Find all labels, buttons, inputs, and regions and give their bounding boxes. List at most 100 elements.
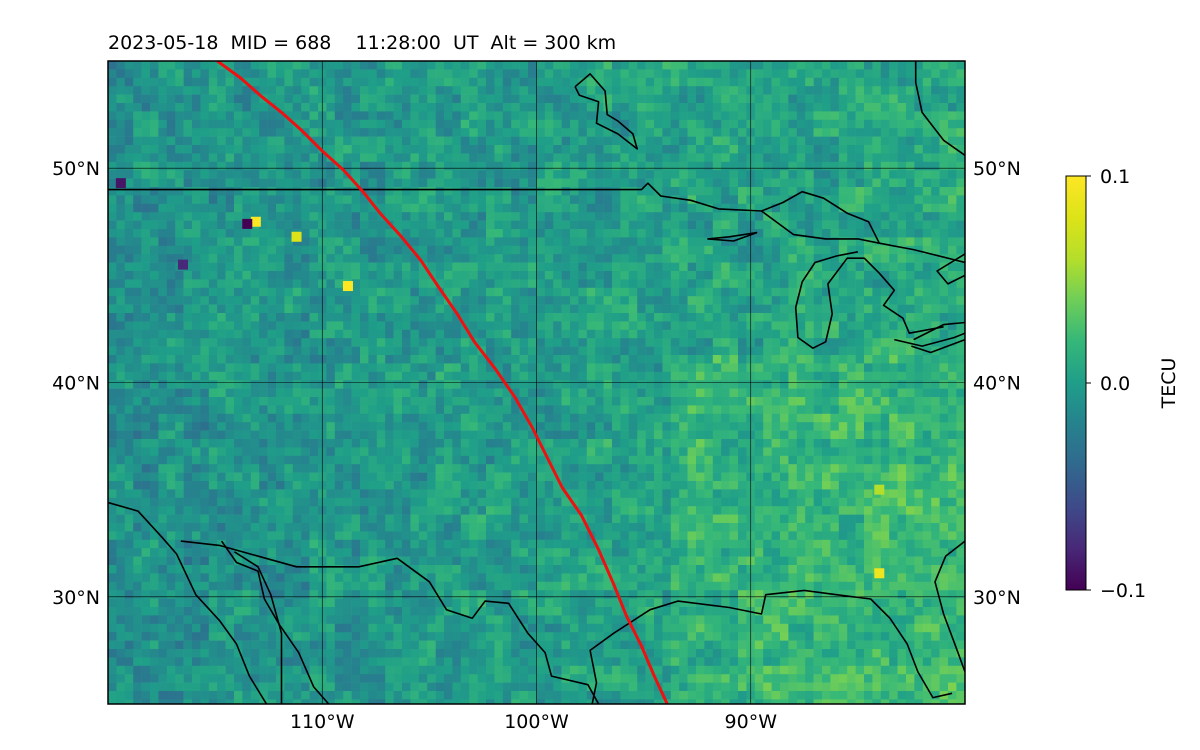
heatmap-cell xyxy=(645,313,655,322)
heatmap-cell xyxy=(469,136,478,146)
heatmap-cell xyxy=(906,103,915,112)
heatmap-cell xyxy=(360,355,369,364)
heatmap-cell xyxy=(435,237,445,247)
heatmap-cell xyxy=(410,111,420,121)
heatmap-cell xyxy=(872,296,882,305)
heatmap-cell xyxy=(326,313,336,322)
heatmap-cell xyxy=(334,413,344,423)
heatmap-cell xyxy=(225,430,235,440)
heatmap-cell xyxy=(679,103,688,112)
heatmap-cell xyxy=(502,388,512,398)
heatmap-cell xyxy=(964,187,965,196)
heatmap-cell xyxy=(460,287,470,297)
heatmap-cell xyxy=(553,447,562,457)
heatmap-cell xyxy=(662,271,672,280)
heatmap-cell xyxy=(864,397,873,406)
heatmap-cell xyxy=(175,94,184,104)
heatmap-cell xyxy=(553,61,562,70)
heatmap-cell xyxy=(645,296,655,305)
heatmap-cell xyxy=(561,405,571,415)
heatmap-cell xyxy=(250,178,260,188)
heatmap-cell xyxy=(469,388,478,398)
heatmap-cell xyxy=(738,187,747,196)
heatmap-cell xyxy=(444,220,453,230)
heatmap-cell xyxy=(578,338,588,347)
heatmap-cell xyxy=(108,203,117,213)
heatmap-cell xyxy=(612,338,621,347)
heatmap-cell xyxy=(595,136,604,146)
heatmap-cell xyxy=(166,187,176,196)
heatmap-cell xyxy=(250,262,260,272)
heatmap-cell xyxy=(124,119,134,129)
heatmap-cell xyxy=(486,128,495,137)
heatmap-cell xyxy=(704,397,714,406)
heatmap-cell xyxy=(393,405,403,415)
heatmap-cell xyxy=(763,136,772,146)
heatmap-cell xyxy=(519,237,529,247)
heatmap-cell xyxy=(586,338,596,347)
heatmap-cell xyxy=(738,380,747,389)
heatmap-cell xyxy=(502,94,512,104)
heatmap-cell xyxy=(276,203,285,213)
heatmap-cell xyxy=(805,136,814,146)
heatmap-cell xyxy=(780,161,789,171)
heatmap-cell xyxy=(964,271,965,280)
heatmap-cell xyxy=(418,371,428,381)
heatmap-cell xyxy=(276,86,285,95)
heatmap-cell xyxy=(620,69,630,79)
heatmap-cell xyxy=(519,329,529,339)
heatmap-cell xyxy=(628,103,638,112)
heatmap-cell xyxy=(502,187,512,196)
heatmap-cell xyxy=(763,94,772,104)
heatmap-cell xyxy=(603,388,613,398)
heatmap-cell xyxy=(561,363,571,373)
heatmap-cell xyxy=(477,355,487,364)
heatmap-cell xyxy=(536,77,546,87)
heatmap-cell xyxy=(922,363,932,373)
heatmap-cell xyxy=(217,195,226,205)
heatmap-cell xyxy=(427,195,436,205)
heatmap-cell xyxy=(561,86,571,95)
heatmap-cell xyxy=(729,296,739,305)
heatmap-cell xyxy=(250,296,260,305)
heatmap-cell xyxy=(847,128,856,137)
heatmap-cell xyxy=(343,430,352,440)
heatmap-cell xyxy=(948,69,957,79)
heatmap-cell xyxy=(486,178,495,188)
heatmap-cell xyxy=(452,439,462,448)
heatmap-cell xyxy=(486,363,495,373)
heatmap-cell xyxy=(259,380,268,389)
heatmap-cell xyxy=(544,153,554,163)
heatmap-cell xyxy=(326,413,336,423)
heatmap-cell xyxy=(393,455,403,465)
heatmap-cell xyxy=(544,128,554,137)
heatmap-cell xyxy=(662,313,672,322)
heatmap-cell xyxy=(267,313,277,322)
heatmap-cell xyxy=(662,61,672,70)
heatmap-cell xyxy=(838,447,848,457)
heatmap-cell xyxy=(166,304,176,314)
heatmap-cell xyxy=(729,229,739,238)
heatmap-cell xyxy=(376,119,386,129)
heatmap-cell xyxy=(150,397,159,406)
heatmap-cell xyxy=(880,455,890,465)
heatmap-cell xyxy=(822,313,831,322)
heatmap-cell xyxy=(847,220,856,230)
heatmap-cell xyxy=(595,397,604,406)
heatmap-cell xyxy=(889,447,898,457)
heatmap-cell xyxy=(192,329,201,339)
heatmap-cell xyxy=(880,178,890,188)
heatmap-cell xyxy=(956,313,965,322)
heatmap-cell xyxy=(334,422,344,431)
heatmap-cell xyxy=(796,203,806,213)
heatmap-cell xyxy=(889,279,898,289)
heatmap-cell xyxy=(469,439,478,448)
heatmap-cell xyxy=(494,296,504,305)
heatmap-cell xyxy=(637,455,646,465)
heatmap-cell xyxy=(553,279,562,289)
heatmap-cell xyxy=(519,86,529,95)
heatmap-cell xyxy=(855,203,865,213)
heatmap-cell xyxy=(402,69,411,79)
heatmap-cell xyxy=(124,413,134,423)
heatmap-cell xyxy=(679,405,688,415)
